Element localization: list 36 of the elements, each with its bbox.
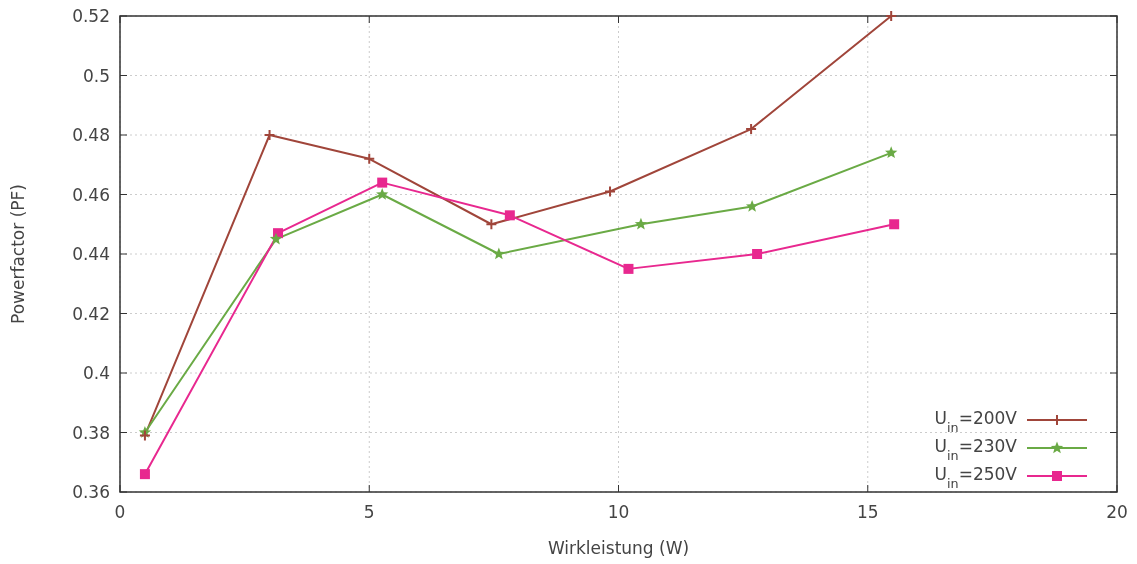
y-axis-title: Powerfactor (PF) xyxy=(8,184,28,324)
x-tick-label: 5 xyxy=(363,502,375,522)
point xyxy=(745,199,759,212)
y-tick-label: 0.38 xyxy=(72,422,110,443)
x-tick-label: 20 xyxy=(1106,502,1128,522)
x-tick-label: 15 xyxy=(856,502,879,522)
point xyxy=(634,217,648,230)
point xyxy=(485,218,498,231)
legend-label: U$_{in}$=230V xyxy=(934,436,1018,463)
y-tick-label: 0.36 xyxy=(72,482,110,502)
point xyxy=(363,152,376,165)
point xyxy=(263,129,276,141)
y-tick-label: 0.46 xyxy=(72,184,110,205)
legend-label: U$_{in}$=200V xyxy=(934,408,1018,435)
point xyxy=(889,219,900,230)
y-tick-label: 0.5 xyxy=(82,65,110,86)
point xyxy=(504,210,515,221)
point xyxy=(885,146,898,159)
y-tick-label: 0.52 xyxy=(72,6,110,26)
x-tick-label: 10 xyxy=(607,502,630,522)
point xyxy=(752,249,763,259)
legend-label: U$_{in}$=250V xyxy=(934,464,1018,491)
point xyxy=(139,469,150,480)
point xyxy=(269,232,283,245)
y-tick-label: 0.44 xyxy=(72,244,110,264)
x-axis-title: Wirkleistung (W) xyxy=(547,538,690,558)
x-tick-label: 0 xyxy=(114,502,126,522)
point xyxy=(377,177,388,188)
point xyxy=(376,188,389,200)
y-tick-label: 0.48 xyxy=(72,125,110,145)
point xyxy=(885,10,898,22)
point xyxy=(138,429,151,442)
y-tick-label: 0.42 xyxy=(72,303,110,324)
point xyxy=(492,247,506,260)
point xyxy=(623,263,634,274)
y-tick-label: 0.4 xyxy=(82,363,110,383)
